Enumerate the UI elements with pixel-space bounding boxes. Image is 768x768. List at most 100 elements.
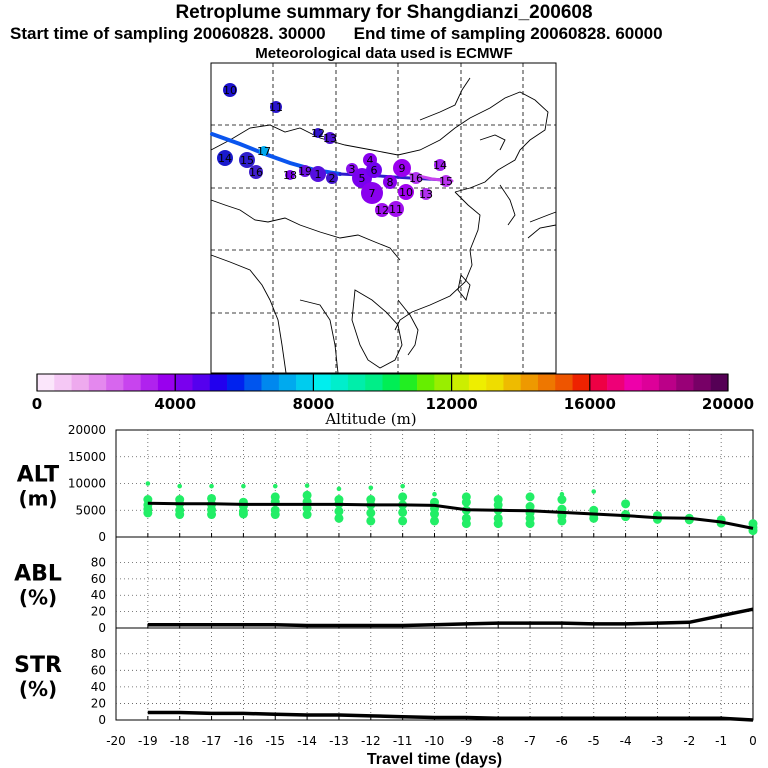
y-tick-label: 20 xyxy=(91,696,106,710)
y-tick-label: 15000 xyxy=(68,450,106,464)
colorbar-swatch xyxy=(175,374,193,391)
altitude-point xyxy=(334,513,344,523)
altitude-point xyxy=(398,507,408,517)
colorbar-swatch xyxy=(537,374,556,391)
colorbar-swatch xyxy=(140,374,159,391)
x-tick-label: -2 xyxy=(683,734,695,748)
colorbar-swatch xyxy=(486,374,504,391)
trajectory-point xyxy=(393,159,411,177)
trajectory-point xyxy=(434,159,446,171)
colorbar-swatch xyxy=(244,374,262,391)
trajectory-point xyxy=(299,165,311,177)
colorbar-swatch xyxy=(434,374,452,391)
colorbar-swatch xyxy=(468,374,487,391)
colorbar-tick-label: 12000 xyxy=(426,395,478,413)
trajectory-point-label: 9 xyxy=(399,162,406,175)
end-time-label: End time of sampling 20060828. 60000 xyxy=(353,24,663,43)
time-series-panels: 20000150001000050000ALT(m)806040200ABL(%… xyxy=(14,423,758,768)
trajectory-point-label: 7 xyxy=(369,187,376,200)
altitude-point xyxy=(557,516,567,526)
trajectory-point-label: 12 xyxy=(375,204,389,217)
altitude-point xyxy=(430,516,439,526)
trajectory-point-label: 8 xyxy=(387,176,394,189)
trajectory-point xyxy=(440,175,452,187)
x-tick-label: -14 xyxy=(297,734,317,748)
colorbar-swatch xyxy=(417,374,435,391)
colorbar-swatch xyxy=(227,374,245,391)
colorbar-swatch xyxy=(572,374,591,391)
altitude-point xyxy=(270,510,280,520)
x-tick-label: -3 xyxy=(651,734,663,748)
y-tick-label: 80 xyxy=(91,647,106,661)
x-tick-label: 0 xyxy=(749,734,757,748)
abl-line xyxy=(147,607,754,628)
y-tick-label: 60 xyxy=(91,572,106,586)
altitude-point xyxy=(557,495,567,505)
altitude-point xyxy=(461,497,471,507)
altitude-point xyxy=(525,519,535,529)
colorbar-swatch xyxy=(399,374,418,391)
colorbar-tick-label: 0 xyxy=(32,395,42,413)
panel-ylabel-name: ALT xyxy=(17,463,59,488)
colorbar-swatch xyxy=(157,374,176,391)
trajectory-point xyxy=(270,101,282,113)
altitude-point xyxy=(400,483,405,489)
panel-ylabel-unit: (m) xyxy=(18,487,57,511)
colorbar-swatch xyxy=(54,374,72,391)
x-tick-label: -18 xyxy=(170,734,190,748)
trajectory-point xyxy=(361,182,383,204)
colorbar-tick-label: 4000 xyxy=(154,395,196,413)
altitude-point xyxy=(525,492,535,502)
y-tick-label: 20000 xyxy=(68,423,106,437)
altitude-point xyxy=(143,508,153,518)
trajectory-point xyxy=(239,152,255,168)
x-tick-label: -4 xyxy=(620,734,632,748)
y-tick-label: 40 xyxy=(91,588,106,602)
trajectory-point xyxy=(313,128,323,138)
x-tick-label: -9 xyxy=(460,734,472,748)
altitude-point xyxy=(432,491,437,497)
colorbar-axis-title: Altitude (m) xyxy=(324,410,416,428)
panel-ylabel-name: STR xyxy=(14,653,62,678)
y-tick-label: 20 xyxy=(91,605,106,619)
trajectory-point-label: 1 xyxy=(315,168,322,181)
panel-ylabel-unit: (%) xyxy=(19,677,57,701)
colorbar-swatch xyxy=(641,374,660,391)
trajectory-point-label: 16 xyxy=(409,172,423,185)
altitude-point xyxy=(366,508,376,518)
colorbar-swatch xyxy=(503,374,521,391)
altitude-point xyxy=(589,513,599,523)
altitude-point xyxy=(430,509,439,519)
colorbar-swatch xyxy=(278,374,297,391)
x-tick-label: -17 xyxy=(202,734,222,748)
trajectory-point-label: 2 xyxy=(329,172,336,185)
colorbar-swatch xyxy=(382,374,401,391)
colorbar-swatch xyxy=(710,374,729,391)
x-tick-label: -6 xyxy=(556,734,568,748)
trajectory-point-label: 14 xyxy=(218,152,232,165)
trajectory-point-label: 11 xyxy=(269,101,283,114)
y-tick-label: 0 xyxy=(98,621,106,635)
altitude-point xyxy=(334,506,344,516)
altitude-point xyxy=(398,492,408,502)
colorbar-swatch xyxy=(313,374,331,391)
x-tick-label: -19 xyxy=(138,734,158,748)
map-gridlines xyxy=(211,63,556,373)
trajectory-point xyxy=(217,150,233,166)
trajectory-point xyxy=(366,162,382,178)
colorbar-swatch xyxy=(693,374,712,391)
trajectory-point-label: 13 xyxy=(323,132,337,145)
altitude-point xyxy=(591,489,597,494)
altitude-point xyxy=(177,483,182,489)
trajectory-point-label: 4 xyxy=(367,154,374,167)
trajectory-point xyxy=(388,201,404,217)
met-data-label: Meteorological data used is ECMWF xyxy=(255,45,513,62)
panel-alt: 20000 15000 10000 5000 0 ALT(m) xyxy=(17,423,758,544)
colorbar-tick-label: 16000 xyxy=(564,395,616,413)
altitude-point xyxy=(368,485,374,491)
sampling-times: Start time of sampling 20060828. 30000 En… xyxy=(10,24,663,44)
colorbar-swatch xyxy=(347,374,366,391)
colorbar-swatch xyxy=(71,374,90,391)
colorbar-swatch xyxy=(209,374,228,391)
